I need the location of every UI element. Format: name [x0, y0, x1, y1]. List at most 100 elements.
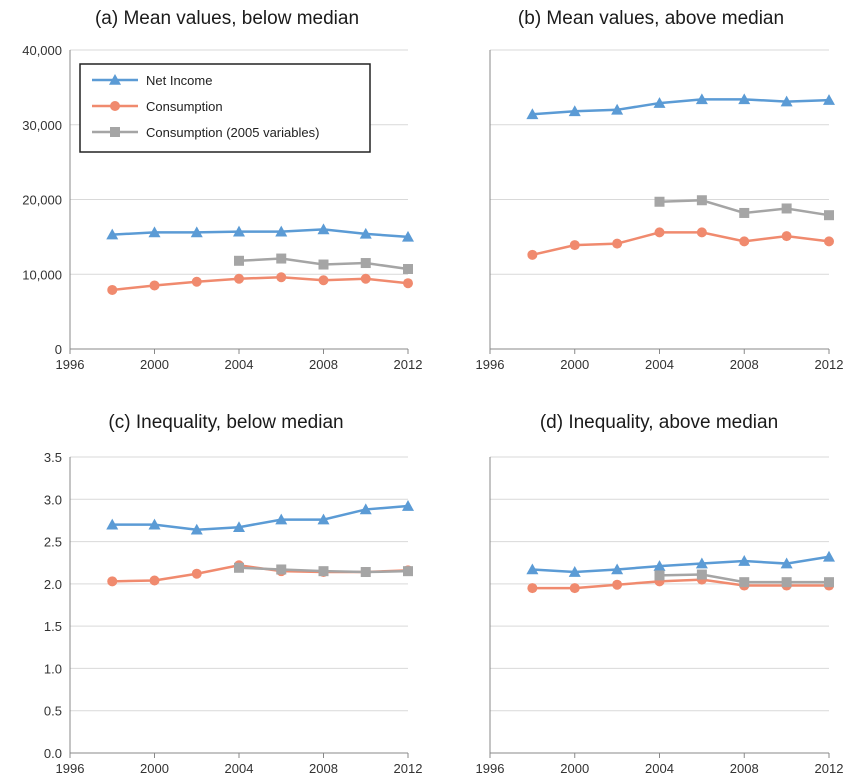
series-line-net-income [532, 98, 830, 116]
y-tick-label: 1.0 [44, 661, 62, 676]
data-point-net-income [233, 521, 245, 532]
x-tick-label: 2012 [394, 357, 423, 372]
data-point-consumption [234, 273, 244, 284]
y-tick-label: 40,000 [22, 43, 62, 58]
data-point-consumption-2005 [403, 566, 413, 577]
data-point-consumption [149, 575, 160, 586]
data-point-consumption [527, 583, 538, 594]
x-tick-label: 2004 [225, 357, 254, 372]
data-point-consumption-2005 [318, 259, 329, 270]
chart-panel-4: (d) Inequality, above median 1996 2000 2004… [476, 412, 844, 776]
data-point-consumption [318, 275, 329, 286]
y-tick-label: 2.5 [44, 535, 62, 550]
legend-marker-consumption [110, 101, 120, 111]
data-point-consumption [824, 236, 834, 247]
data-point-consumption-2005 [360, 567, 371, 578]
x-tick-label: 1996 [56, 761, 85, 776]
data-point-net-income [359, 503, 372, 515]
x-tick-label: 1996 [476, 357, 505, 372]
data-point-net-income [611, 103, 624, 115]
data-point-consumption-2005 [781, 203, 792, 214]
data-point-consumption [360, 273, 371, 284]
legend: Net Income Consumption Consumption (2005 v… [79, 63, 371, 153]
legend-box [79, 63, 371, 153]
data-point-net-income [780, 95, 793, 107]
data-point-consumption [569, 583, 580, 594]
chart-panel-3: (c) Inequality, below median 0.0 0.5 1.0 1.5… [44, 412, 423, 776]
legend-marker-net-income [109, 74, 121, 85]
data-point-net-income [568, 566, 581, 577]
data-point-net-income [695, 93, 708, 105]
data-point-consumption-2005 [739, 577, 750, 588]
data-point-net-income [402, 230, 414, 242]
data-point-net-income [317, 513, 330, 525]
x-tick-label: 2004 [645, 357, 674, 372]
x-tick-label: 2000 [140, 357, 169, 372]
data-point-consumption [191, 276, 202, 287]
data-point-net-income [317, 223, 330, 235]
y-tick-label: 30,000 [22, 118, 62, 133]
y-tick-label: 2.0 [44, 577, 62, 592]
data-point-net-income [148, 518, 161, 530]
data-point-net-income [611, 563, 624, 575]
data-point-net-income [738, 93, 751, 105]
data-point-consumption-2005 [318, 566, 329, 577]
chart-title: (c) Inequality, below median [108, 412, 343, 433]
data-point-consumption [403, 278, 413, 289]
data-point-consumption [612, 238, 623, 249]
series-line-consumption [532, 578, 829, 590]
data-point-net-income [233, 225, 245, 237]
data-point-consumption [654, 227, 665, 238]
data-point-consumption [107, 576, 118, 587]
data-point-consumption [569, 240, 580, 251]
data-point-net-income [148, 226, 161, 238]
chart-panel-2: (b) Mean values, above median 1996 2000 200… [476, 8, 844, 372]
legend-label: Consumption (2005 variables) [146, 125, 319, 140]
y-tick-label: 0 [55, 342, 62, 357]
x-tick-label: 2012 [815, 761, 844, 776]
legend-label: Consumption [146, 99, 223, 114]
data-point-net-income [780, 557, 793, 569]
data-point-consumption [739, 236, 750, 247]
y-tick-label: 3.5 [44, 450, 62, 465]
data-point-consumption-2005 [781, 577, 792, 588]
data-point-consumption-2005 [696, 195, 707, 206]
data-point-net-income [190, 523, 203, 535]
data-point-consumption-2005 [234, 562, 244, 573]
y-tick-label: 0.5 [44, 704, 62, 719]
series-line-consumption [532, 231, 830, 257]
x-tick-label: 2000 [560, 761, 589, 776]
y-tick-label: 0.0 [44, 746, 62, 761]
data-point-consumption-2005 [739, 207, 750, 218]
chart-panel-1: (a) Mean values, below median 0 10,000 20,0… [22, 8, 422, 372]
data-point-net-income [190, 226, 203, 238]
data-point-net-income [106, 518, 119, 530]
series-line-consumption [112, 275, 409, 292]
x-tick-label: 2012 [394, 761, 423, 776]
data-point-net-income [823, 550, 835, 562]
x-tick-label: 2012 [815, 357, 844, 372]
series-line-net-income [532, 555, 830, 574]
x-tick-label: 2008 [730, 761, 759, 776]
data-point-net-income [526, 108, 539, 120]
x-tick-label: 1996 [56, 357, 85, 372]
data-point-net-income [359, 227, 372, 239]
series-line-net-income [112, 504, 409, 531]
x-tick-label: 2008 [309, 357, 338, 372]
chart-title: (a) Mean values, below median [95, 8, 359, 29]
data-point-consumption-2005 [824, 577, 834, 588]
data-point-net-income [568, 105, 581, 117]
data-point-net-income [275, 225, 288, 237]
y-tick-label: 10,000 [22, 267, 62, 282]
data-point-net-income [402, 500, 414, 511]
data-point-consumption-2005 [824, 210, 834, 221]
data-point-consumption-2005 [360, 258, 371, 269]
data-point-net-income [106, 228, 119, 240]
x-tick-label: 1996 [476, 761, 505, 776]
chart-title: (b) Mean values, above median [518, 8, 784, 29]
y-tick-label: 20,000 [22, 193, 62, 208]
data-point-consumption [276, 272, 287, 283]
data-point-consumption-2005 [654, 196, 665, 207]
x-tick-label: 2004 [225, 761, 254, 776]
data-point-consumption [696, 227, 707, 238]
